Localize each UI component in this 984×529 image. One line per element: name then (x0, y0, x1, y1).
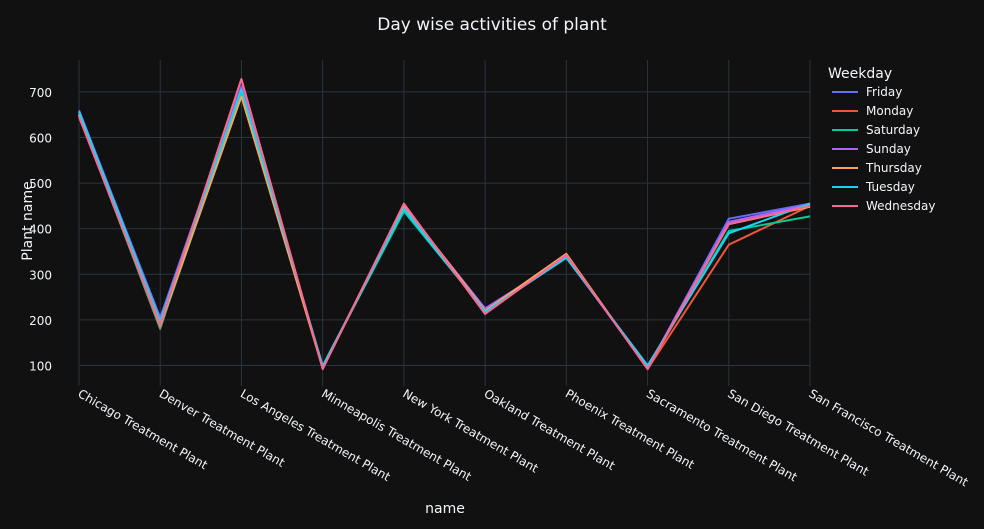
x-axis-title: name (425, 501, 465, 517)
legend-label: Wednesday (866, 199, 935, 213)
y-tick-label: 600 (29, 132, 52, 146)
legend-label: Friday (866, 85, 902, 99)
y-tick-label: 200 (29, 314, 52, 328)
legend-item-wednesday[interactable]: Wednesday (832, 199, 935, 213)
y-tick-label: 400 (29, 223, 52, 237)
legend-item-sunday[interactable]: Sunday (832, 142, 911, 156)
y-tick-label: 100 (29, 359, 52, 373)
legend-label: Sunday (866, 142, 911, 156)
series-line-wednesday[interactable] (78, 78, 811, 371)
y-tick-label: 700 (29, 86, 52, 100)
legend: Weekday Friday Monday Saturday Sunday Thursd… (828, 66, 935, 213)
series-lines (78, 78, 811, 371)
legend-item-saturday[interactable]: Saturday (832, 123, 920, 137)
legend-title: Weekday (828, 66, 892, 82)
grid (78, 60, 811, 386)
legend-label: Saturday (866, 123, 920, 137)
legend-label: Monday (866, 104, 913, 118)
legend-label: Tuesday (865, 180, 915, 194)
legend-item-monday[interactable]: Monday (832, 104, 913, 118)
chart-title: Day wise activities of plant (377, 15, 607, 35)
y-tick-label: 300 (29, 268, 52, 282)
legend-item-tuesday[interactable]: Tuesday (832, 180, 915, 194)
y-axis-title: Plant name (20, 181, 36, 260)
legend-label: Thursday (865, 161, 922, 175)
legend-item-thursday[interactable]: Thursday (832, 161, 922, 175)
y-tick-label: 500 (29, 177, 52, 191)
legend-item-friday[interactable]: Friday (832, 85, 902, 99)
